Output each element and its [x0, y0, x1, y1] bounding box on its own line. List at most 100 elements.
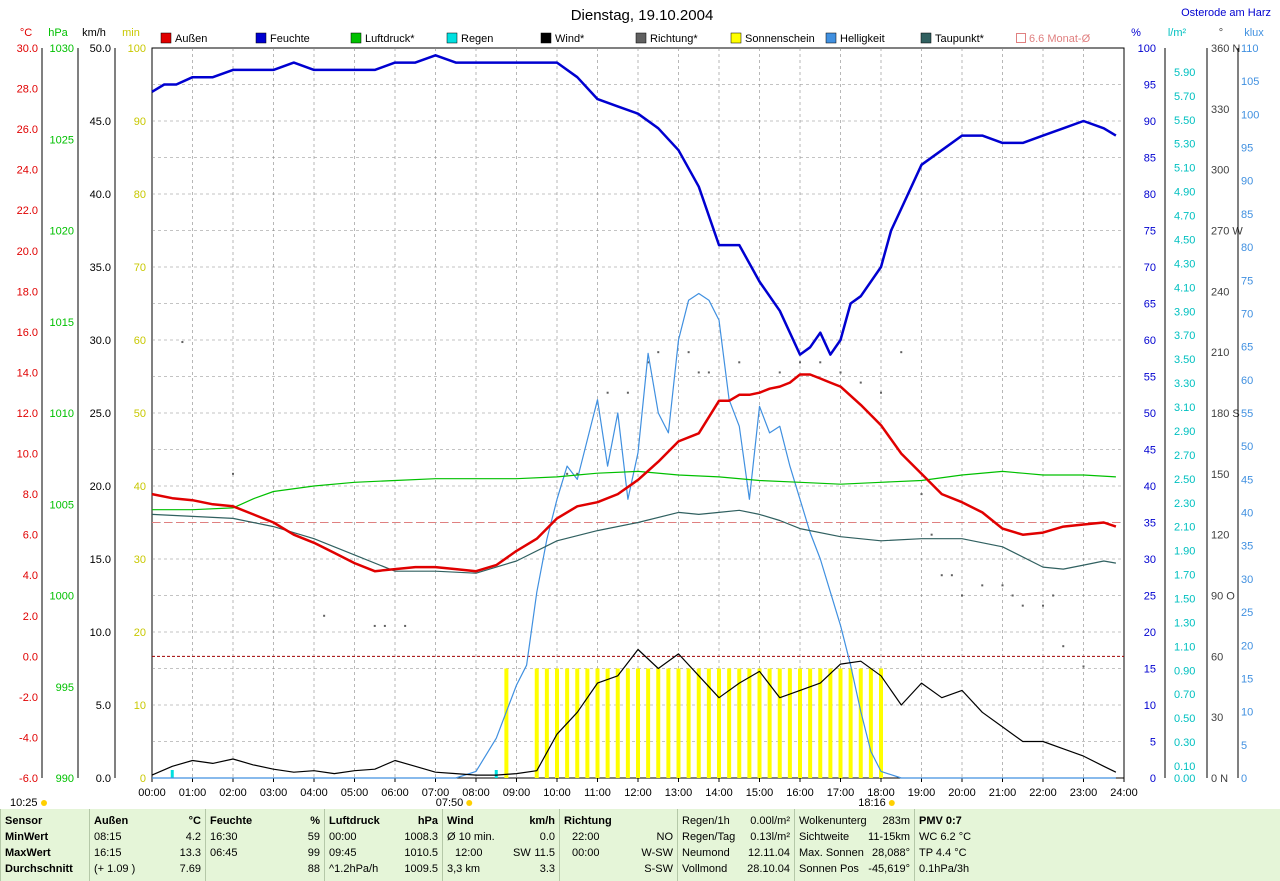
dewpoint-value: TP 4.4 °C [919, 847, 967, 859]
sunshine-bar [575, 668, 580, 778]
x-tick-label: 14:00 [705, 787, 733, 799]
wolken-column: Wolkenunterg 283m Sichtweite 11-15km Max. … [794, 809, 914, 881]
brightness-tick: 70 [1241, 308, 1253, 320]
rain-tick: 0.50 [1174, 713, 1195, 725]
sonnen-pos-value: -45,619° [868, 863, 910, 875]
sunshine-bar [696, 668, 701, 778]
minutes-tick: 30 [134, 554, 146, 566]
aussen-trend: (+ 1.09 ) [94, 863, 136, 875]
x-tick-label: 22:00 [1029, 787, 1057, 799]
series-line-wind [151, 648, 1117, 776]
wind-max-dir: SW [513, 847, 531, 859]
rain-tick: 0.00 [1174, 773, 1195, 785]
brightness-tick: 60 [1241, 375, 1253, 387]
temp-tick: 20.0 [17, 246, 38, 258]
sunshine-bar [808, 668, 813, 778]
sunshine-bar [757, 668, 762, 778]
temp-tick: 18.0 [17, 286, 38, 298]
sunshine-bar [828, 668, 833, 778]
direction-tick: 90 O [1211, 591, 1235, 603]
rain-unit: l/m² [1168, 27, 1187, 39]
temp-tick: 0.0 [23, 651, 38, 663]
wind-unit: km/h [82, 27, 106, 39]
direction-point [647, 361, 650, 364]
wind-tick: 35.0 [90, 262, 111, 274]
brightness-tick: 5 [1241, 740, 1247, 752]
humidity-tick: 10 [1144, 700, 1156, 712]
direction-point [839, 371, 842, 374]
sunrise-icon [466, 800, 473, 806]
brightness-tick: 0 [1241, 773, 1247, 785]
richtung-min-time: 22:00 [572, 831, 600, 843]
rain-tick: 1.50 [1174, 593, 1195, 605]
pressure-tick: 1030 [50, 43, 74, 55]
wolkenunterg-value: 283m [882, 815, 910, 827]
temp-tick: -2.0 [19, 692, 38, 704]
wind-tick: 45.0 [90, 116, 111, 128]
direction-point [1021, 604, 1024, 607]
direction-point [687, 351, 690, 354]
wind-tick: 50.0 [90, 43, 111, 55]
brightness-tick: 110 [1241, 43, 1259, 55]
wind-tick: 25.0 [90, 408, 111, 420]
direction-point [778, 371, 781, 374]
richtung-max-time: 00:00 [572, 847, 600, 859]
direction-tick: 300 [1211, 165, 1229, 177]
sunshine-bar [879, 668, 883, 778]
rain-tick: 3.90 [1174, 306, 1195, 318]
aussen-max-value: 13.3 [179, 847, 201, 859]
temp-tick: 2.0 [23, 611, 38, 623]
sunshine-bar [666, 668, 671, 778]
sunshine-bar [636, 668, 640, 778]
series-line-helligkeit [152, 292, 1116, 779]
legend-swatch [920, 32, 932, 44]
aussen-avg-value: 7.69 [179, 863, 201, 875]
rain-tick: 0.30 [1174, 737, 1195, 749]
x-tick-label: 17:00 [827, 787, 855, 799]
direction-point [900, 351, 903, 354]
temp-tick: 10.0 [17, 449, 38, 461]
direction-point [576, 472, 579, 475]
sunshine-bar [747, 668, 752, 778]
sonnen-pos-label: Sonnen Pos [799, 863, 859, 875]
richtung-min-value: NO [656, 831, 674, 843]
wind-distance: 3,3 km [447, 863, 481, 875]
legend-label: Taupunkt* [935, 33, 985, 45]
wind-unit: km/h [529, 815, 555, 827]
x-tick-label: 16:00 [786, 787, 814, 799]
x-tick-label: 08:00 [462, 787, 490, 799]
direction-point [1042, 604, 1044, 607]
rain-tick: 4.70 [1174, 211, 1195, 223]
sunshine-bar [787, 668, 792, 778]
direction-tick: 240 [1211, 286, 1229, 298]
direction-point [859, 381, 862, 384]
rain-tick: 1.90 [1174, 546, 1195, 558]
rain-tick: 1.30 [1174, 617, 1195, 629]
temp-tick: 6.0 [23, 530, 38, 542]
temp-tick: 28.0 [17, 84, 38, 96]
wind-header: Wind [447, 815, 474, 827]
rain-tick: 3.10 [1174, 402, 1195, 414]
humidity-tick: 90 [1144, 116, 1156, 128]
legend-label: Sonnenschein [745, 33, 815, 45]
direction-point [1001, 584, 1004, 587]
max-sonnen-value: 28,088° [871, 847, 910, 859]
direction-point [920, 493, 923, 496]
rain-mark [494, 770, 498, 778]
regen-tag-value: 0.13l/m² [750, 831, 790, 843]
max-sonnen-label: Max. Sonnen [799, 847, 864, 859]
humidity-tick: 45 [1144, 445, 1156, 457]
brightness-tick: 45 [1241, 474, 1253, 486]
wind-tick: 40.0 [90, 189, 111, 201]
direction-point [981, 584, 984, 587]
temp-tick: 16.0 [17, 327, 38, 339]
luftdruck-max-time: 09:45 [329, 847, 357, 859]
rain-tick: 4.50 [1174, 234, 1195, 246]
humidity-tick: 100 [1138, 43, 1156, 55]
sunshine-bar [798, 668, 802, 778]
series-line-feuchte [151, 54, 1117, 356]
brightness-tick: 40 [1241, 508, 1253, 520]
legend-swatch [160, 32, 172, 44]
series-line-luftdruck [152, 470, 1116, 511]
minutes-unit: min [122, 27, 140, 39]
